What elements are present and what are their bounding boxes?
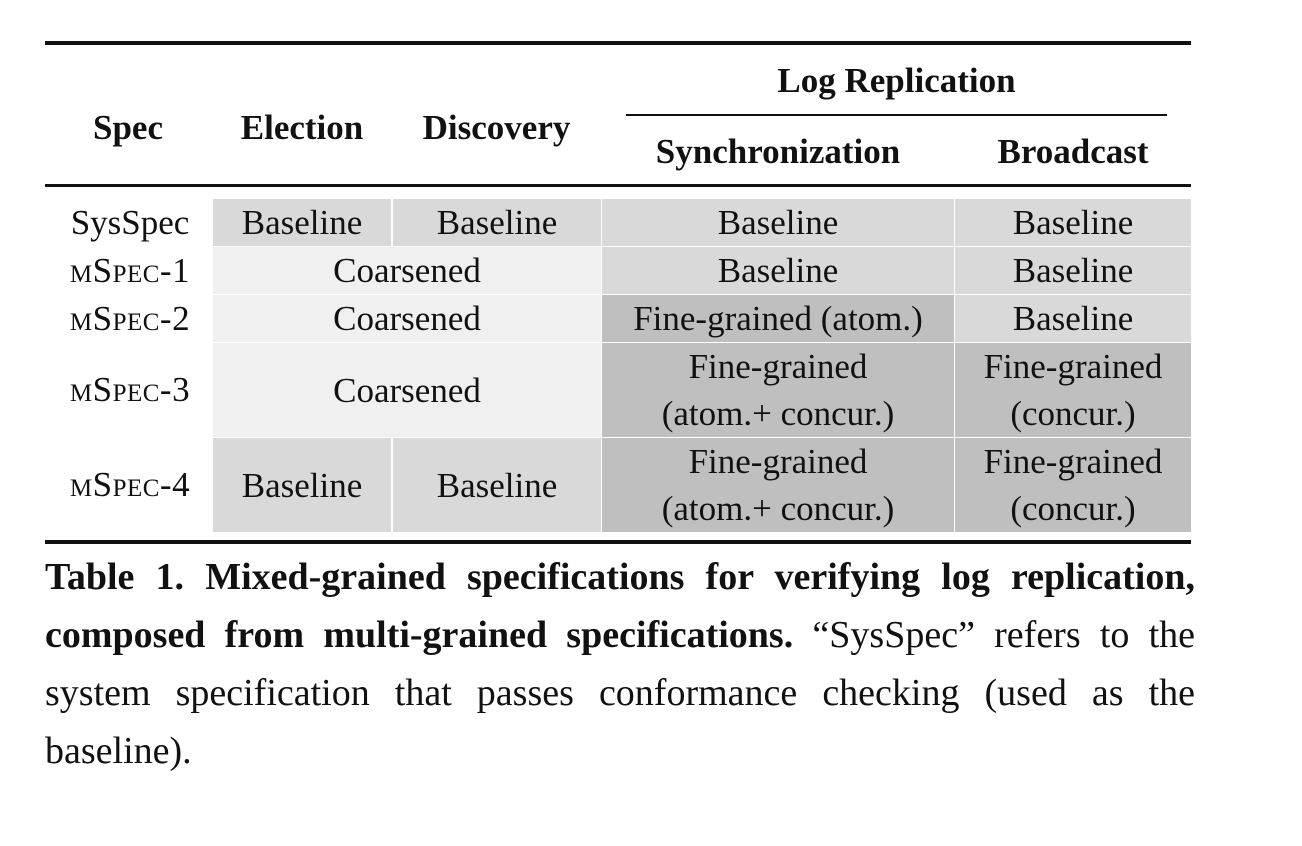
table-cell: Baseline bbox=[393, 438, 601, 532]
table-cell: Fine-grained (atom.+ concur.) bbox=[602, 343, 954, 437]
header-election: Election bbox=[240, 108, 364, 147]
header-broadcast: Broadcast bbox=[997, 131, 1149, 171]
table-cell: Baseline bbox=[955, 247, 1191, 294]
row-label-mspec-1: mSpec-1 bbox=[69, 250, 191, 290]
table-cell: Baseline bbox=[955, 295, 1191, 342]
log-replication-group-rule bbox=[626, 114, 1167, 116]
table-cell: Fine-grained (concur.) bbox=[955, 343, 1191, 437]
table-cell: Baseline bbox=[213, 438, 391, 532]
caption-title: Table 1. Mixed-grained specifications fo… bbox=[45, 556, 1195, 656]
top-rule bbox=[45, 41, 1191, 45]
table-cell: Fine-grained (concur.) bbox=[955, 438, 1191, 532]
table-cell: Baseline bbox=[602, 199, 954, 246]
table-cell: Coarsened bbox=[213, 247, 601, 294]
table-caption: Table 1. Mixed-grained specifications fo… bbox=[45, 548, 1195, 780]
table-cell: Fine-grained (atom.) bbox=[602, 295, 954, 342]
header-log-replication: Log Replication bbox=[777, 60, 1016, 100]
cell-line: Fine-grained bbox=[688, 347, 868, 386]
table-cell: Coarsened bbox=[213, 343, 601, 437]
cell-line: (atom.+ concur.) bbox=[661, 394, 895, 433]
row-label-mspec-2: mSpec-2 bbox=[69, 298, 191, 338]
cell-line: Fine-grained bbox=[983, 347, 1163, 386]
row-label-sysspec: SysSpec bbox=[70, 202, 190, 242]
cell-line: (concur.) bbox=[1010, 489, 1136, 528]
row-label-mspec-3: mSpec-3 bbox=[69, 370, 191, 409]
cell-line: Fine-grained bbox=[688, 442, 868, 481]
header-spec: Spec bbox=[93, 108, 163, 147]
table-cell: Coarsened bbox=[213, 295, 601, 342]
row-label-mspec-4: mSpec-4 bbox=[69, 465, 191, 504]
header-discovery: Discovery bbox=[422, 108, 571, 147]
table-cell: Baseline bbox=[955, 199, 1191, 246]
table-cell: Baseline bbox=[213, 199, 391, 246]
cell-line: (concur.) bbox=[1010, 394, 1136, 433]
table-cell: Baseline bbox=[393, 199, 601, 246]
cell-line: Fine-grained bbox=[983, 442, 1163, 481]
header-synchronization: Synchronization bbox=[655, 131, 901, 171]
header-rule bbox=[45, 184, 1191, 187]
caption-body: “SysSpec” refers to the system specifica… bbox=[45, 614, 1195, 772]
cell-line: (atom.+ concur.) bbox=[661, 489, 895, 528]
table-cell: Fine-grained (atom.+ concur.) bbox=[602, 438, 954, 532]
bottom-rule bbox=[45, 540, 1191, 544]
table-cell: Baseline bbox=[602, 247, 954, 294]
